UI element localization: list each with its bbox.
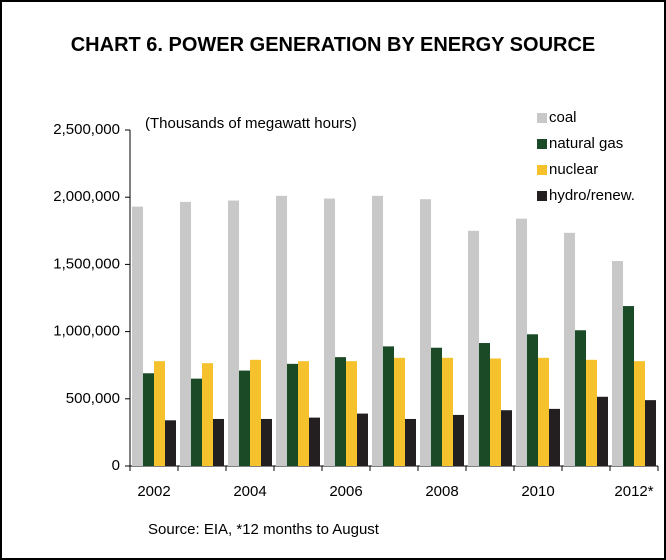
legend-swatch bbox=[537, 165, 547, 175]
chart-subtitle: (Thousands of megawatt hours) bbox=[145, 115, 357, 132]
bar bbox=[261, 418, 272, 466]
bar bbox=[490, 358, 501, 466]
bar bbox=[165, 420, 176, 466]
bar bbox=[143, 373, 154, 466]
bar bbox=[575, 330, 586, 466]
bar bbox=[287, 363, 298, 466]
bar bbox=[516, 218, 527, 466]
bar bbox=[442, 357, 453, 466]
y-tick-label: 2,500,000 bbox=[53, 121, 120, 138]
bar bbox=[191, 378, 202, 466]
bar bbox=[394, 357, 405, 466]
legend-label: coal bbox=[549, 109, 577, 126]
x-tick-label: 2010 bbox=[521, 483, 554, 500]
bar bbox=[623, 306, 634, 466]
source-note: Source: EIA, *12 months to August bbox=[148, 521, 380, 538]
y-tick-label: 1,500,000 bbox=[53, 255, 120, 272]
legend-label: hydro/renew. bbox=[549, 187, 635, 204]
bar bbox=[298, 361, 309, 466]
y-tick-label: 1,000,000 bbox=[53, 323, 120, 340]
bar bbox=[420, 199, 431, 466]
y-tick-label: 0 bbox=[112, 457, 120, 474]
legend-swatch bbox=[537, 113, 547, 123]
legend-label: nuclear bbox=[549, 161, 598, 178]
bar bbox=[564, 232, 575, 466]
bar bbox=[324, 198, 335, 466]
bar bbox=[405, 418, 416, 466]
bar bbox=[346, 361, 357, 466]
bar bbox=[239, 370, 250, 466]
bar bbox=[154, 361, 165, 466]
x-tick-label: 2012* bbox=[614, 483, 653, 500]
bar bbox=[597, 396, 608, 466]
bar bbox=[612, 261, 623, 466]
y-tick-label: 500,000 bbox=[66, 390, 120, 407]
bar bbox=[250, 359, 261, 466]
x-tick-label: 2008 bbox=[425, 483, 458, 500]
bar bbox=[202, 363, 213, 466]
bar bbox=[228, 200, 239, 466]
bar bbox=[180, 201, 191, 467]
bar bbox=[309, 417, 320, 466]
bar bbox=[453, 414, 464, 466]
y-tick-label: 2,000,000 bbox=[53, 188, 120, 205]
x-tick-label: 2006 bbox=[329, 483, 362, 500]
bar bbox=[213, 418, 224, 466]
bar bbox=[372, 195, 383, 466]
bar bbox=[634, 361, 645, 466]
bar bbox=[132, 206, 143, 466]
chart-title: CHART 6. POWER GENERATION BY ENERGY SOUR… bbox=[70, 34, 596, 56]
bar bbox=[276, 195, 287, 466]
bar bbox=[335, 357, 346, 466]
x-tick-label: 2002 bbox=[137, 483, 170, 500]
legend-label: natural gas bbox=[549, 135, 623, 152]
bar bbox=[431, 347, 442, 466]
bar bbox=[468, 230, 479, 466]
bar bbox=[501, 410, 512, 466]
bar bbox=[357, 413, 368, 466]
bar bbox=[645, 400, 656, 466]
bar bbox=[538, 357, 549, 466]
bar bbox=[383, 346, 394, 466]
bar bbox=[549, 408, 560, 466]
x-tick-label: 2004 bbox=[233, 483, 266, 500]
legend-swatch bbox=[537, 191, 547, 201]
bar bbox=[479, 343, 490, 466]
bar bbox=[527, 334, 538, 466]
legend-swatch bbox=[537, 139, 547, 149]
bar bbox=[586, 359, 597, 466]
